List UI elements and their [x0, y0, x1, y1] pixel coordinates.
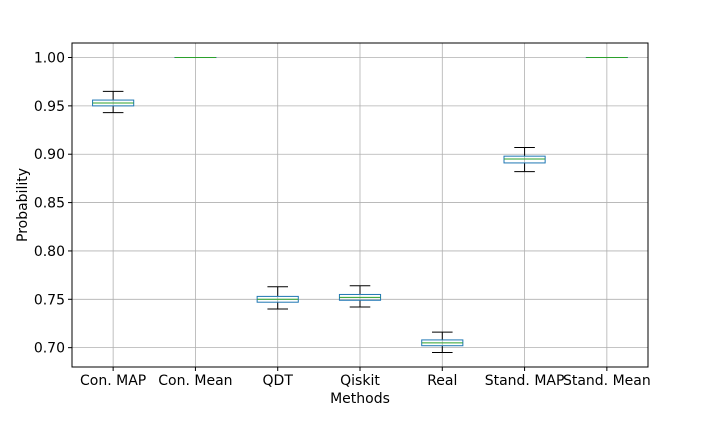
- y-tick-label: 0.80: [34, 244, 65, 260]
- x-tick-label: Con. MAP: [80, 373, 146, 389]
- y-tick-label: 0.85: [34, 196, 65, 212]
- x-tick-label: Qiskit: [340, 373, 380, 389]
- box-qiskit: [338, 285, 382, 308]
- x-tick-label: QDT: [263, 373, 294, 389]
- box-real: [421, 331, 464, 353]
- y-tick-label: 0.75: [34, 292, 65, 308]
- x-tick-label: Con. Mean: [158, 373, 232, 389]
- box-con-map: [92, 90, 135, 114]
- tick-layer: 0.70 0.75 0.80 0.85 0.90 0.95 1.00 Con. MAP Con.…: [34, 51, 651, 389]
- y-tick-label: 0.95: [34, 99, 65, 115]
- grid-layer: [72, 43, 648, 367]
- x-tick-label: Real: [427, 373, 457, 389]
- x-axis-title: Methods: [330, 391, 390, 407]
- y-axis-title: Probability: [15, 168, 31, 242]
- y-tick-label: 1.00: [34, 51, 65, 67]
- x-tick-label: Stand. Mean: [563, 373, 651, 389]
- box-stand-map: [503, 146, 546, 173]
- box-qdt: [256, 286, 299, 310]
- box-layer: [92, 57, 628, 353]
- x-tick-label: Stand. MAP: [485, 373, 565, 389]
- y-tick-label: 0.70: [34, 341, 65, 357]
- y-tick-label: 0.90: [34, 147, 65, 163]
